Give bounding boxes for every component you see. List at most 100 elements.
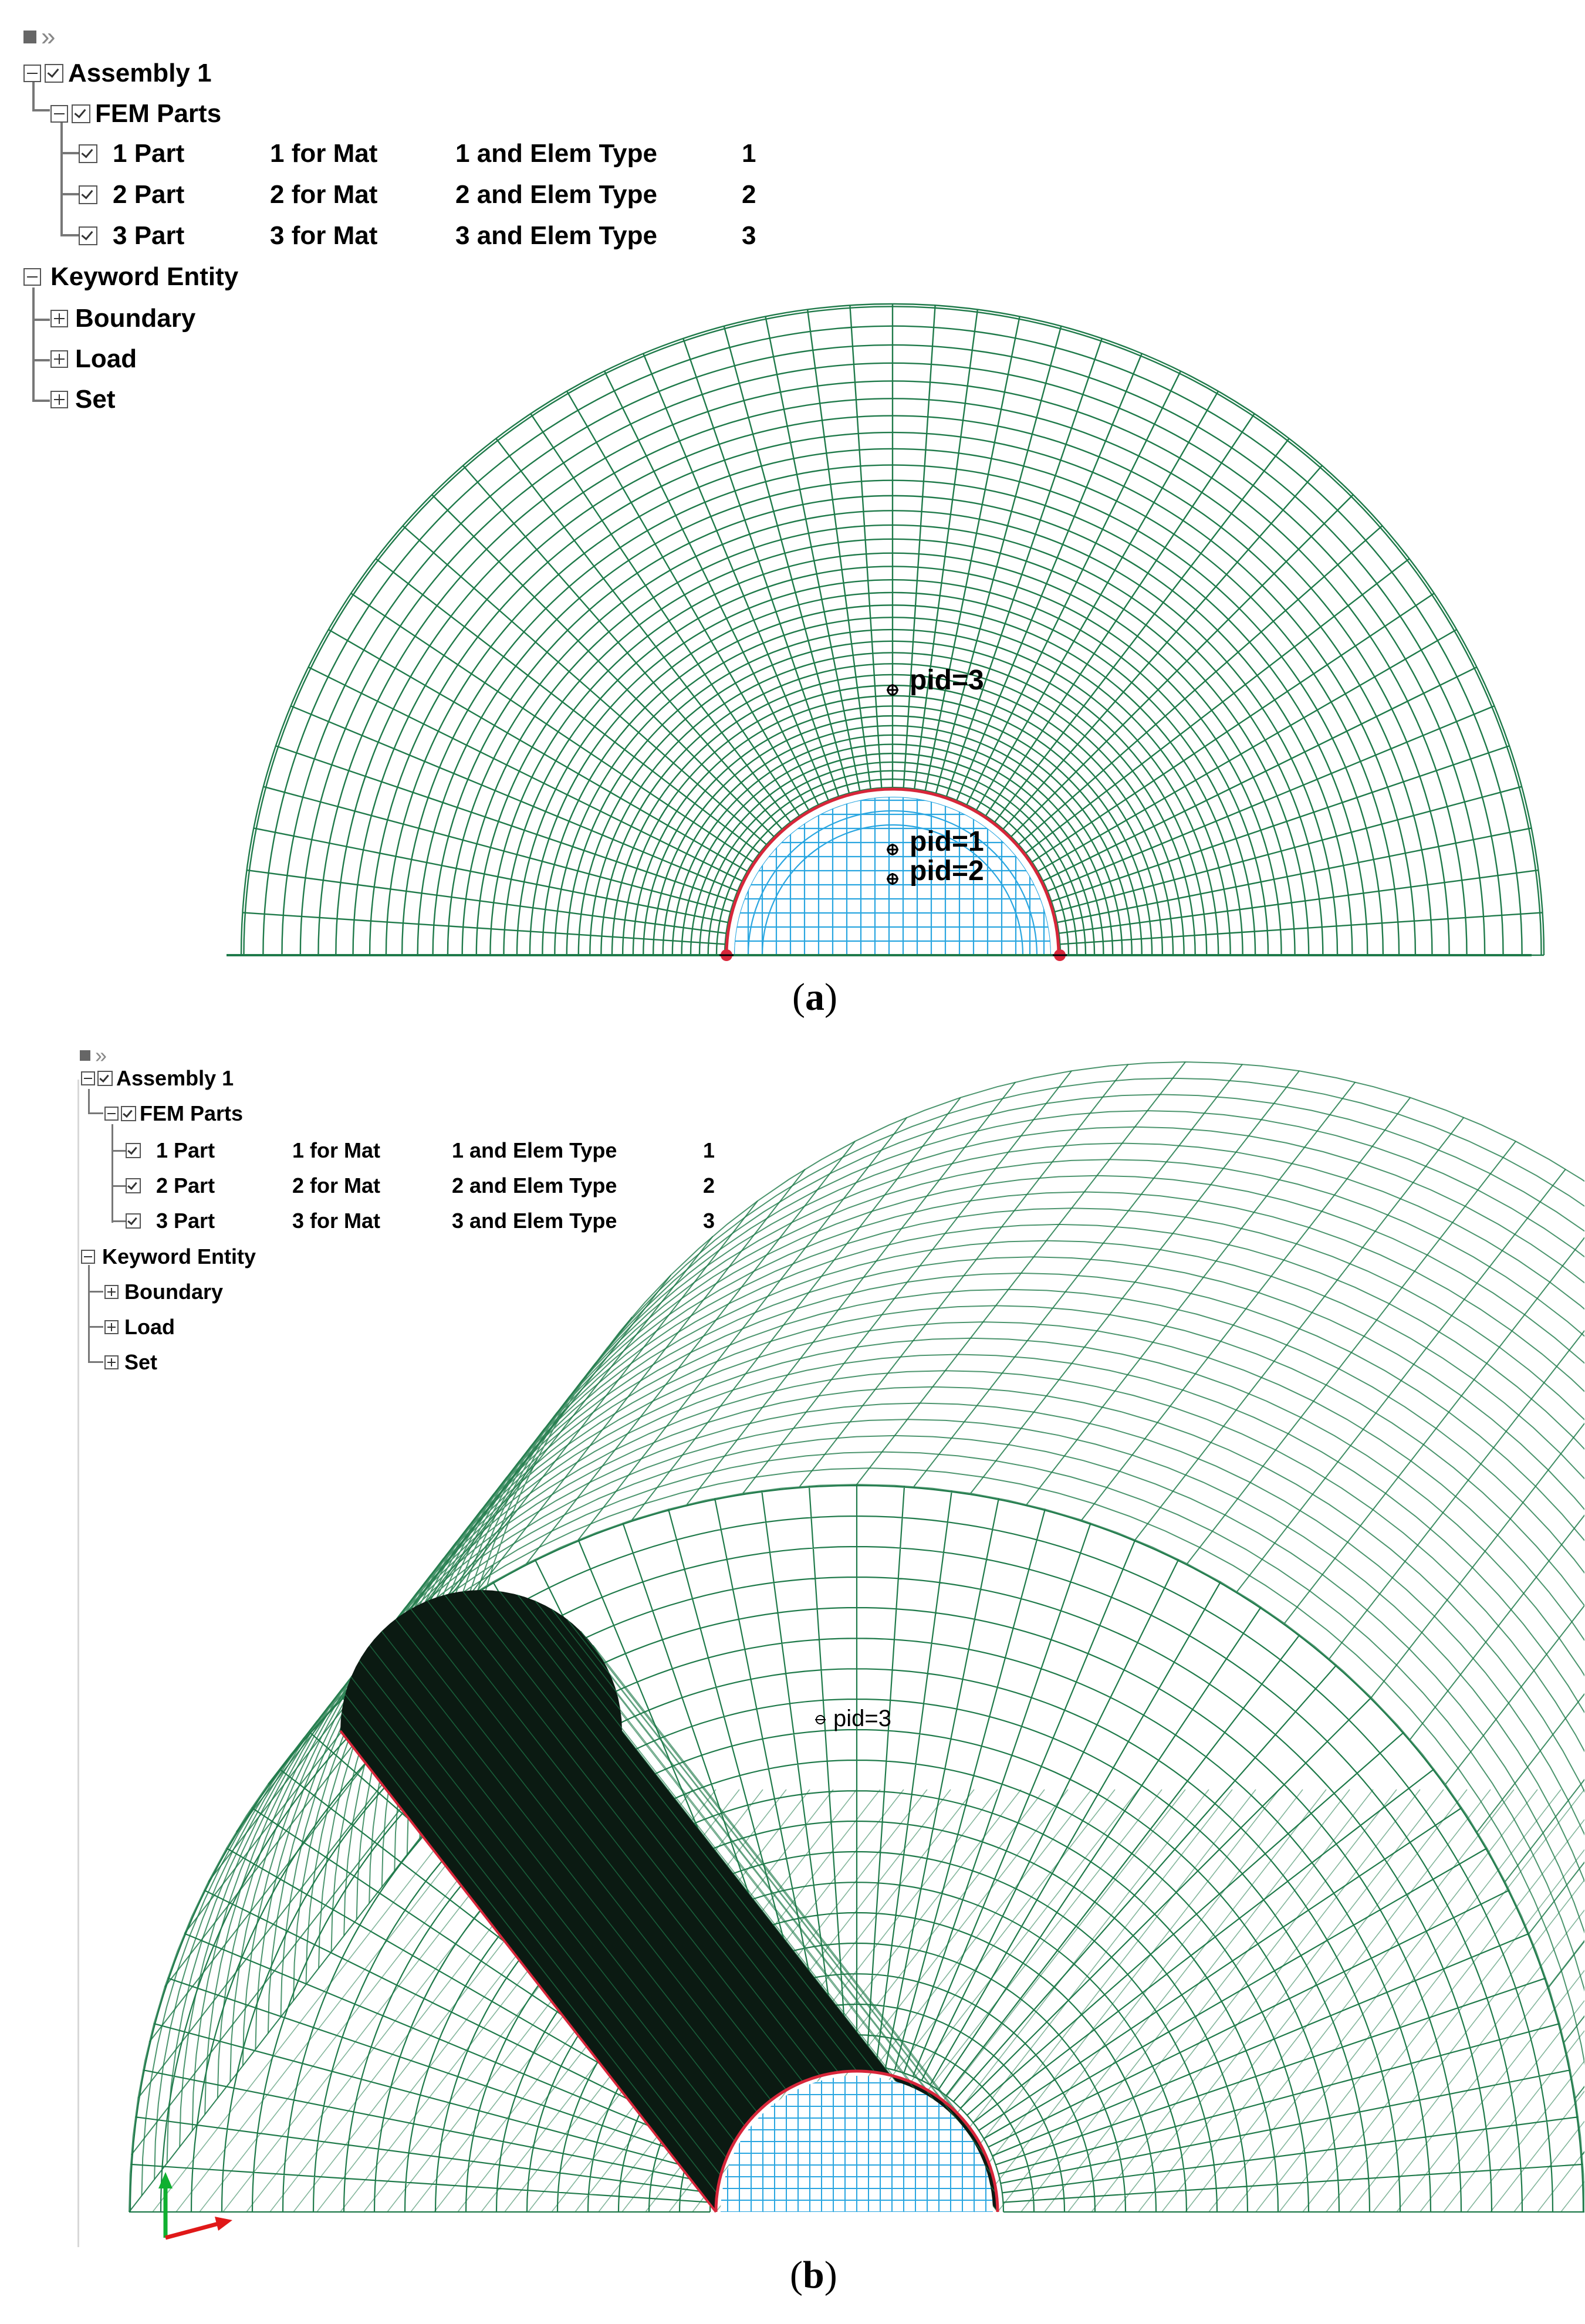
part-elem: 1 and Elem Type bbox=[452, 1138, 617, 1162]
tree-node-load[interactable]: Load bbox=[104, 1312, 175, 1342]
keyword-label: Boundary bbox=[75, 304, 196, 333]
tree-connector bbox=[60, 152, 80, 154]
tree-connector bbox=[88, 1361, 103, 1363]
part-mat: 1 for Mat bbox=[292, 1138, 381, 1162]
outer-soil-mesh bbox=[240, 303, 1545, 956]
tree-connector bbox=[32, 319, 50, 321]
axis-triad-icon bbox=[158, 2172, 232, 2240]
checkbox-icon[interactable] bbox=[126, 1178, 141, 1193]
checkbox-icon[interactable] bbox=[126, 1143, 141, 1158]
part-elem: 1 and Elem Type bbox=[455, 139, 657, 168]
collapse-icon[interactable] bbox=[81, 1071, 95, 1085]
support-marker bbox=[719, 949, 734, 961]
panel-menu-icon[interactable] bbox=[23, 31, 36, 43]
checkbox-icon[interactable] bbox=[79, 144, 97, 163]
tree-connector bbox=[88, 1265, 90, 1362]
tree-node-part-2[interactable]: 2 Part 2 for Mat 2 and Elem Type 2 bbox=[126, 1171, 715, 1201]
part-marker-3 bbox=[887, 684, 898, 696]
panel-a: » Assembly 1 FEM Parts 1 Part 1 for Mat … bbox=[0, 0, 1585, 1044]
tree-connector bbox=[111, 1185, 128, 1187]
checkbox-icon[interactable] bbox=[126, 1213, 141, 1229]
fem-parts-label: FEM Parts bbox=[140, 1101, 244, 1125]
expand-icon[interactable] bbox=[50, 310, 68, 327]
expand-icon[interactable] bbox=[104, 1355, 119, 1369]
part-type: 1 bbox=[742, 139, 756, 168]
assembly-label: Assembly 1 bbox=[68, 59, 212, 87]
tree-connector bbox=[111, 1150, 128, 1152]
collapse-icon[interactable] bbox=[104, 1107, 119, 1121]
tree-node-boundary[interactable]: Boundary bbox=[104, 1277, 223, 1307]
checkbox-icon[interactable] bbox=[97, 1071, 113, 1086]
collapse-icon[interactable] bbox=[23, 65, 41, 82]
tree-node-keyword-entity[interactable]: Keyword Entity bbox=[81, 1242, 256, 1272]
tree-node-fem-parts[interactable]: FEM Parts bbox=[104, 1098, 243, 1129]
tree-node-load[interactable]: Load bbox=[50, 341, 137, 377]
part-name: 2 Part bbox=[156, 1173, 215, 1197]
keyword-label: Load bbox=[124, 1315, 175, 1339]
part-mat: 2 for Mat bbox=[270, 180, 378, 209]
tree-node-part-3[interactable]: 3 Part 3 for Mat 3 and Elem Type 3 bbox=[79, 218, 756, 253]
panel-menu-icon[interactable] bbox=[80, 1050, 90, 1061]
tunnel-body-3d bbox=[339, 1589, 999, 2213]
tree-node-part-1[interactable]: 1 Part 1 for Mat 1 and Elem Type 1 bbox=[79, 136, 756, 171]
checkbox-icon[interactable] bbox=[79, 226, 97, 245]
expand-icon[interactable] bbox=[104, 1285, 119, 1299]
collapse-icon[interactable] bbox=[23, 268, 41, 286]
part-type: 2 bbox=[703, 1173, 715, 1197]
tree-toolbar-b: » bbox=[80, 1043, 107, 1068]
support-marker bbox=[1053, 949, 1067, 961]
pid-label-3: pid=3 bbox=[910, 665, 984, 696]
tree-node-assembly[interactable]: Assembly 1 bbox=[23, 56, 212, 91]
tree-node-part-1[interactable]: 1 Part 1 for Mat 1 and Elem Type 1 bbox=[126, 1135, 715, 1166]
checkbox-icon[interactable] bbox=[121, 1106, 136, 1121]
tree-connector bbox=[111, 1220, 128, 1222]
part-name: 1 Part bbox=[156, 1138, 215, 1162]
part-marker-3 bbox=[815, 1715, 826, 1724]
expand-chevron-icon[interactable]: » bbox=[41, 22, 56, 51]
tree-connector bbox=[32, 400, 50, 402]
part-name: 2 Part bbox=[113, 180, 185, 209]
tree-node-part-3[interactable]: 3 Part 3 for Mat 3 and Elem Type 3 bbox=[126, 1206, 715, 1236]
collapse-icon[interactable] bbox=[50, 105, 68, 123]
tree-connector bbox=[111, 1124, 113, 1223]
part-mat: 3 for Mat bbox=[292, 1209, 381, 1233]
expand-chevron-icon[interactable]: » bbox=[95, 1043, 107, 1067]
tree-connector bbox=[88, 1112, 103, 1114]
tree-connector bbox=[88, 1089, 90, 1114]
pid-label-1: pid=1 bbox=[910, 826, 984, 857]
part-elem: 3 and Elem Type bbox=[455, 221, 657, 250]
tree-node-assembly[interactable]: Assembly 1 bbox=[81, 1063, 234, 1094]
tree-node-boundary[interactable]: Boundary bbox=[50, 301, 195, 336]
tunnel-lining-arc bbox=[725, 787, 1060, 956]
keyword-entity-label: Keyword Entity bbox=[50, 262, 239, 291]
part-mat: 2 for Mat bbox=[292, 1173, 381, 1197]
keyword-label: Set bbox=[124, 1350, 158, 1374]
tree-node-keyword-entity[interactable]: Keyword Entity bbox=[23, 259, 238, 295]
part-name: 1 Part bbox=[113, 139, 185, 168]
expand-icon[interactable] bbox=[104, 1320, 119, 1334]
viewport-border bbox=[77, 1080, 79, 2247]
caption-b: (b) bbox=[790, 2254, 837, 2296]
fem-parts-label: FEM Parts bbox=[95, 99, 222, 128]
checkbox-icon[interactable] bbox=[72, 104, 90, 123]
tree-node-set[interactable]: Set bbox=[104, 1347, 157, 1378]
collapse-icon[interactable] bbox=[81, 1250, 95, 1264]
checkbox-icon[interactable] bbox=[45, 64, 63, 83]
checkbox-icon[interactable] bbox=[79, 185, 97, 204]
tree-node-set[interactable]: Set bbox=[50, 382, 115, 417]
tree-connector bbox=[88, 1291, 103, 1293]
inner-tunnel-mesh bbox=[734, 797, 1051, 955]
mesh-view-3d[interactable]: pid=3 bbox=[0, 1044, 1585, 2324]
part-mat: 3 for Mat bbox=[270, 221, 378, 250]
expand-icon[interactable] bbox=[50, 391, 68, 408]
part-mat: 1 for Mat bbox=[270, 139, 378, 168]
pid-label-2: pid=2 bbox=[910, 855, 984, 887]
keyword-label: Load bbox=[75, 344, 137, 373]
expand-icon[interactable] bbox=[50, 350, 68, 368]
part-type: 1 bbox=[703, 1138, 715, 1162]
tree-node-part-2[interactable]: 2 Part 2 for Mat 2 and Elem Type 2 bbox=[79, 177, 756, 212]
tree-node-fem-parts[interactable]: FEM Parts bbox=[50, 96, 221, 131]
part-marker-2 bbox=[887, 873, 898, 885]
tree-connector bbox=[60, 122, 63, 236]
mesh-view-2d[interactable]: pid=3 pid=1 pid=2 bbox=[0, 0, 1585, 1044]
